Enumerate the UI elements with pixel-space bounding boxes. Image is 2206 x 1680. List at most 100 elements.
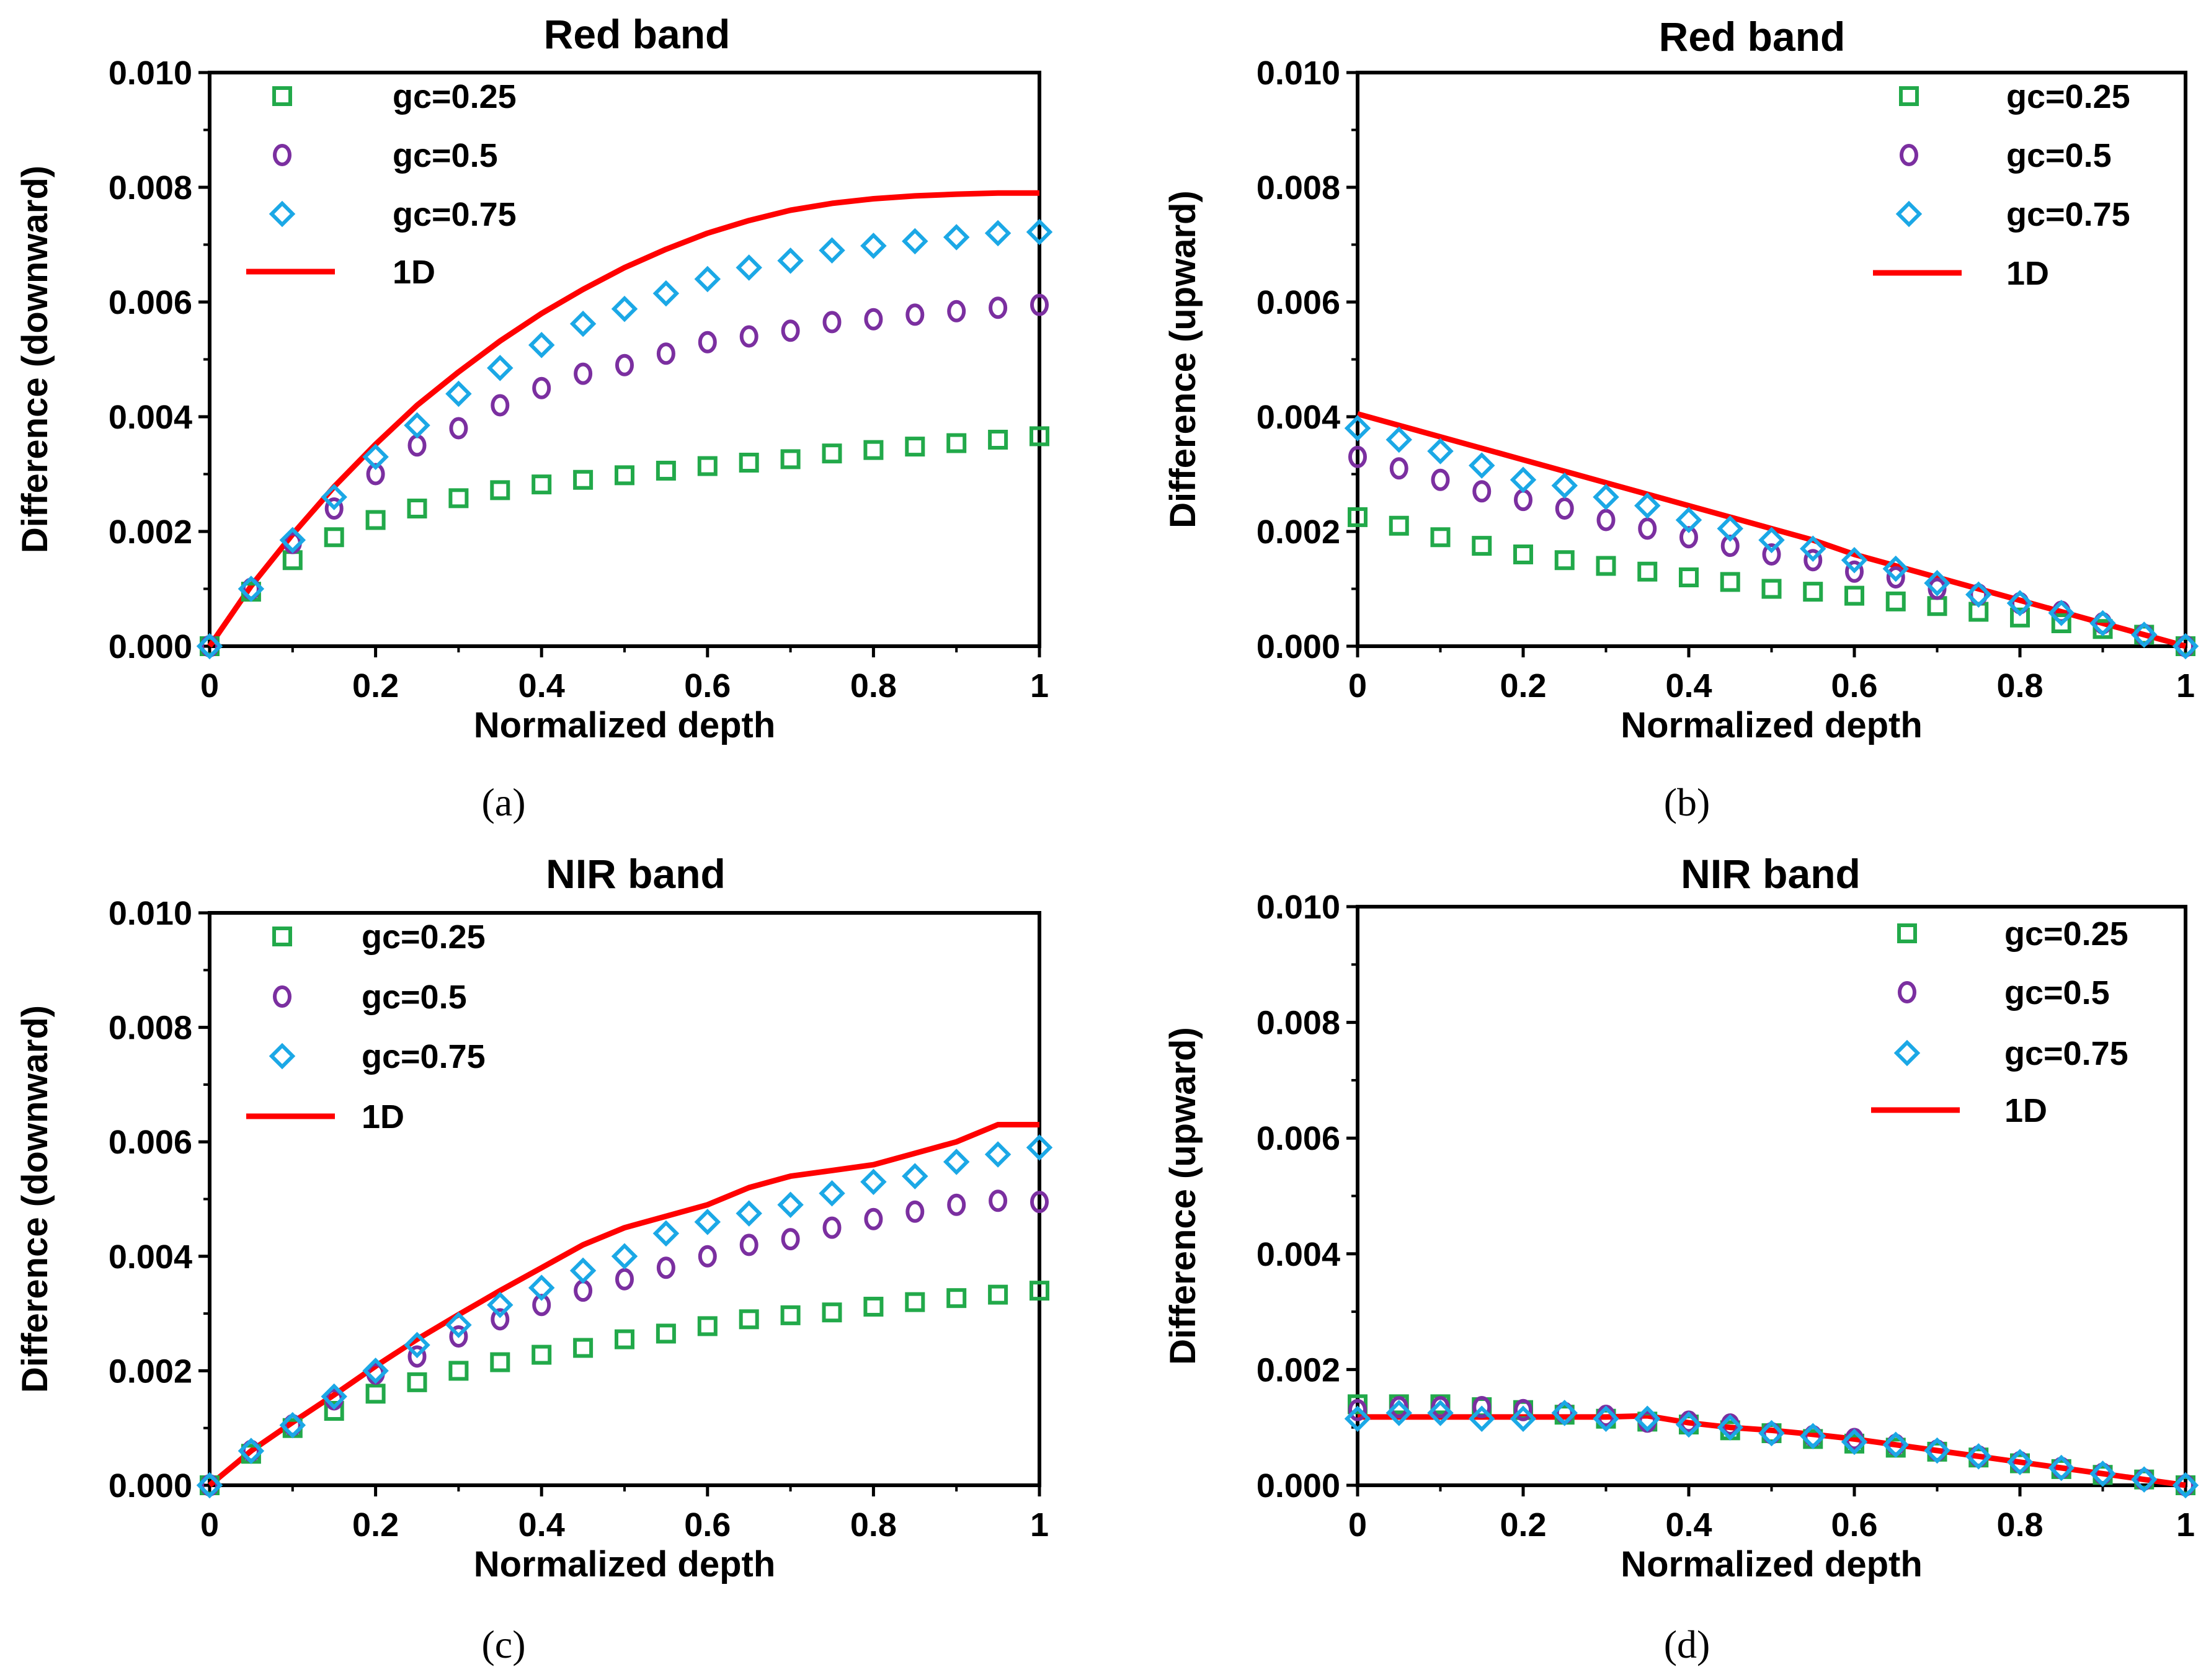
y-tick-label: 0.004 [1256, 1236, 1340, 1273]
data-point [490, 1352, 510, 1372]
data-point [1385, 1400, 1412, 1426]
data-point [2010, 607, 2030, 628]
y-tick-label: 0.000 [109, 628, 192, 665]
data-point [1924, 570, 1950, 597]
data-point [528, 1274, 555, 1301]
panel-caption: (a) [481, 780, 525, 824]
data-point [1758, 1420, 1785, 1447]
data-point [365, 1384, 386, 1404]
data-point [365, 510, 386, 530]
data-point [1389, 515, 1409, 536]
data-point [1348, 1394, 1368, 1415]
data-point [860, 1168, 887, 1196]
data-point [1344, 415, 1371, 442]
chart-panel-c: NIR band 0.000 0.002 0.004 0.006 0.008 0.010 0 0… [15, 851, 1053, 1666]
data-point [615, 1268, 634, 1291]
y-tick-label: 0.002 [1256, 513, 1340, 551]
data-point [1026, 218, 1053, 246]
data-point [2131, 621, 2158, 648]
x-tick-label: 0.8 [850, 667, 897, 704]
data-point [2131, 1466, 2158, 1493]
data-point [573, 1338, 594, 1358]
data-point [1844, 585, 1864, 606]
data-point [1679, 526, 1698, 549]
x-tick-label: 1 [1030, 667, 1049, 704]
legend-label: 1D [2004, 1092, 2047, 1129]
data-point [324, 527, 344, 548]
data-point [943, 224, 970, 251]
data-point [1886, 566, 1905, 589]
data-point [445, 1312, 472, 1338]
x-tick-label: 0.4 [1665, 1506, 1712, 1544]
data-point [1882, 555, 1909, 582]
x-tick-label: 0.2 [352, 667, 399, 704]
data-point [736, 1200, 762, 1227]
data-point [1472, 1396, 1492, 1419]
data-point [1030, 426, 1049, 447]
data-point [864, 308, 883, 331]
data-point [739, 325, 758, 348]
data-point [1800, 1423, 1826, 1449]
data-point [863, 440, 884, 460]
y-tick-label: 0.010 [1256, 889, 1340, 926]
legend-swatch [269, 1042, 296, 1070]
data-point [407, 1372, 427, 1392]
y-tick-label: 0.000 [109, 1467, 192, 1504]
legend-label: gc=0.5 [362, 979, 467, 1016]
data-point [615, 1329, 634, 1349]
data-point [196, 633, 223, 660]
data-point [656, 1256, 675, 1279]
data-point [860, 233, 887, 259]
chart-title: NIR band [546, 851, 726, 897]
x-tick-label: 0.8 [1996, 1506, 2043, 1544]
data-point [698, 331, 717, 353]
data-point [574, 362, 593, 385]
x-tick-label: 1 [1030, 1506, 1049, 1544]
legend-swatch [269, 200, 296, 228]
data-point [1554, 550, 1575, 571]
data-point [531, 474, 552, 495]
data-point [487, 355, 514, 381]
y-tick-label: 0.010 [109, 895, 192, 932]
data-point [739, 1309, 759, 1330]
series-gc-0-75 [196, 218, 1053, 660]
x-tick-label: 0 [200, 667, 219, 704]
data-point [2089, 1460, 2116, 1487]
chart-title: NIR band [1681, 851, 1861, 897]
y-tick-label: 0.004 [109, 399, 192, 436]
data-point [1030, 1281, 1049, 1301]
plot-frame [208, 911, 1041, 1487]
data-point [611, 295, 638, 322]
x-axis-label: Normalized depth [1621, 705, 1923, 745]
data-point [1514, 1398, 1532, 1421]
data-point [362, 1358, 389, 1384]
data-point [1469, 452, 1495, 479]
series-gc-0-5 [200, 1189, 1049, 1496]
data-point [1928, 577, 1947, 600]
y-tick-label: 0.004 [109, 1238, 192, 1276]
data-point [2006, 1449, 2034, 1475]
data-point [1638, 517, 1657, 540]
data-point [946, 433, 967, 453]
data-point [1348, 507, 1368, 527]
y-tick-label: 0.008 [1256, 1005, 1340, 1042]
y-axis-label: Difference (upward) [1163, 190, 1203, 528]
data-point [1965, 1443, 1992, 1470]
data-point [448, 488, 469, 509]
data-point [902, 228, 928, 255]
x-tick-label: 0 [200, 1506, 219, 1544]
y-tick-label: 0.004 [1256, 399, 1340, 436]
data-point [1030, 293, 1049, 316]
data-point [984, 220, 1012, 247]
data-point [2006, 590, 2034, 616]
data-point [1675, 507, 1702, 533]
data-point [1845, 560, 1864, 583]
data-point [491, 1308, 510, 1331]
data-point [1385, 426, 1412, 453]
data-point [1927, 596, 1947, 616]
x-tick-label: 0.6 [684, 667, 731, 704]
data-point [490, 480, 510, 500]
data-point [1030, 1191, 1049, 1214]
data-point [656, 1323, 676, 1344]
x-tick-label: 0.4 [518, 1506, 565, 1544]
